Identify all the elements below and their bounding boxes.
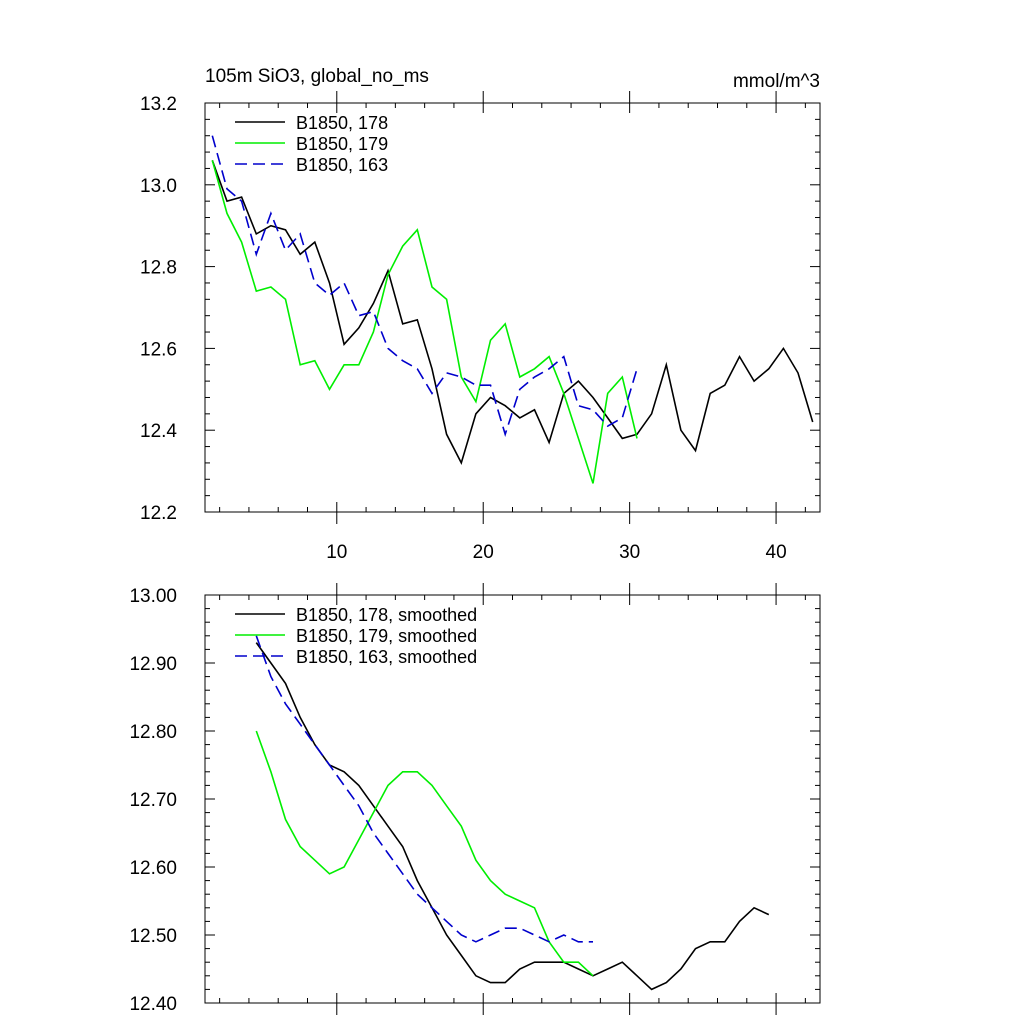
top-y-tick-label: 12.8 <box>140 258 177 279</box>
bottom-panel: 12.40 12.50 12.60 12.70 12.80 12.90 13.00 B1850… <box>129 583 821 1015</box>
top-chart-title: 105m SiO3, global_no_ms <box>205 66 429 87</box>
top-legend-label-3: B1850, 163 <box>296 155 388 175</box>
bottom-series-line-1 <box>255 642 770 991</box>
top-y-tick-label: 12.2 <box>140 503 177 524</box>
top-panel: 105m SiO3, global_no_ms mmol/m^3 12.2 12.… <box>140 66 821 563</box>
top-y-tick-label: 12.6 <box>140 339 177 360</box>
top-series-line-1 <box>211 160 814 466</box>
bottom-y-tick-label: 12.50 <box>129 926 177 947</box>
bottom-series-line-2 <box>255 730 594 977</box>
bottom-series-line-3 <box>255 635 593 943</box>
top-x-tick-label: 30 <box>619 542 640 563</box>
top-y-tick-label: 12.4 <box>140 421 177 442</box>
bottom-y-tick-label: 13.00 <box>129 586 177 607</box>
top-x-tick-label: 20 <box>473 542 494 563</box>
bottom-y-tick-label: 12.80 <box>129 722 177 743</box>
top-series-line-3 <box>211 135 638 437</box>
bottom-y-tick-label: 12.40 <box>129 994 177 1015</box>
bottom-y-tick-label: 12.60 <box>129 858 177 879</box>
bottom-legend-label-1: B1850, 178, smoothed <box>296 605 477 625</box>
top-y-tick-label: 13.0 <box>140 176 177 197</box>
bottom-legend-label-2: B1850, 179, smoothed <box>296 626 477 646</box>
bottom-y-tick-label: 12.90 <box>129 654 177 675</box>
top-legend-label-2: B1850, 179 <box>296 134 388 154</box>
top-x-tick-label: 40 <box>766 542 787 563</box>
bottom-legend-label-3: B1850, 163, smoothed <box>296 647 477 667</box>
top-x-tick-label: 10 <box>326 542 347 563</box>
bottom-y-tick-label: 12.70 <box>129 790 177 811</box>
top-legend-label-1: B1850, 178 <box>296 113 388 133</box>
top-series-line-2 <box>211 160 638 484</box>
top-chart-units: mmol/m^3 <box>733 71 820 92</box>
top-y-tick-label: 13.2 <box>140 94 177 115</box>
